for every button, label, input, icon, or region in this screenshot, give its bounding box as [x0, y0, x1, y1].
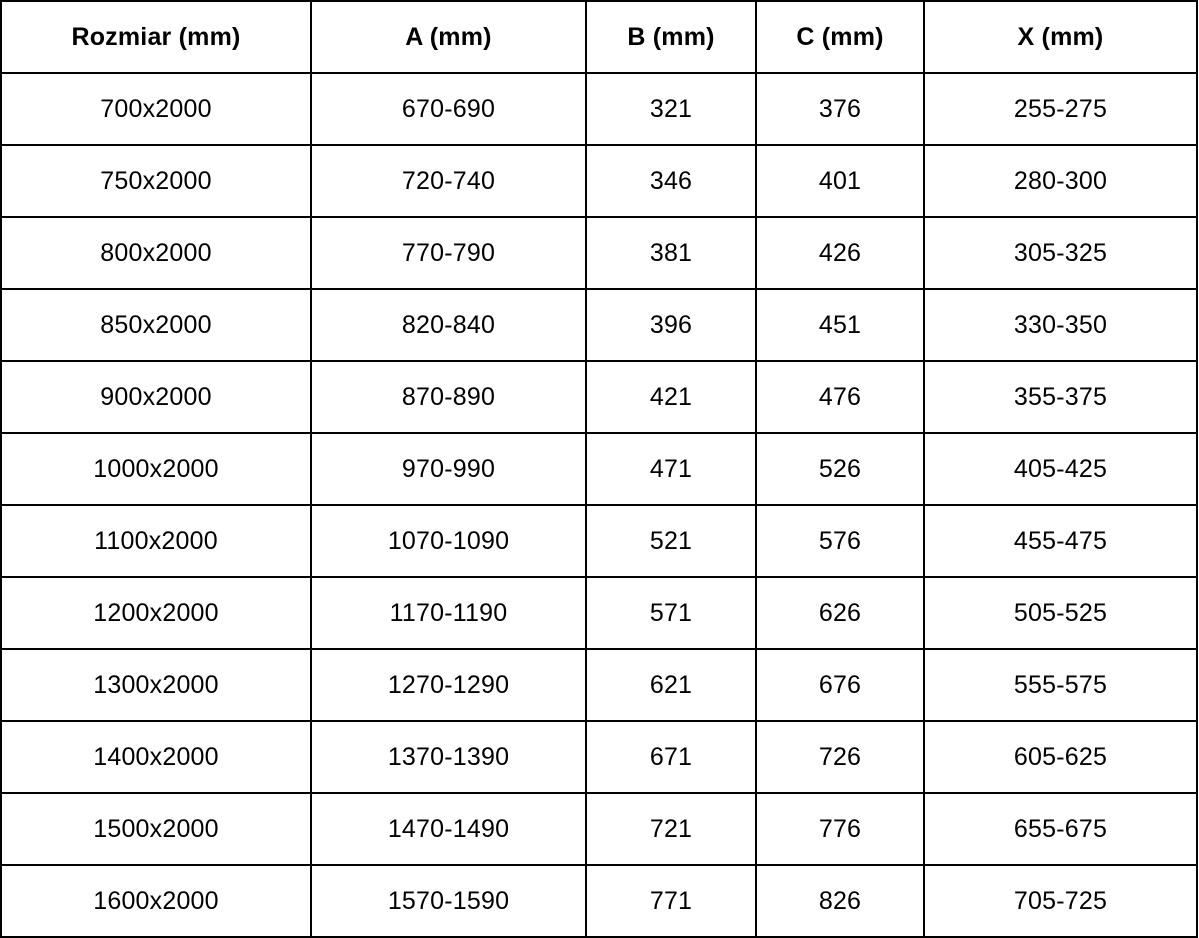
table-row: 1100x2000 1070-1090 521 576 455-475 [0, 504, 1198, 578]
table-row: 850x2000 820-840 396 451 330-350 [0, 288, 1198, 362]
cell-size: 1000x2000 [0, 432, 312, 506]
cell-x: 330-350 [923, 288, 1198, 362]
cell-size: 1600x2000 [0, 864, 312, 938]
column-header-a: A (mm) [310, 0, 587, 74]
cell-size: 1300x2000 [0, 648, 312, 722]
cell-c: 376 [755, 72, 925, 146]
cell-a: 1370-1390 [310, 720, 587, 794]
cell-b: 321 [585, 72, 757, 146]
table-body: 700x2000 670-690 321 376 255-275 750x200… [0, 72, 1198, 938]
column-header-c: C (mm) [755, 0, 925, 74]
cell-size: 850x2000 [0, 288, 312, 362]
cell-b: 721 [585, 792, 757, 866]
column-header-size: Rozmiar (mm) [0, 0, 312, 74]
cell-x: 505-525 [923, 576, 1198, 650]
column-header-b: B (mm) [585, 0, 757, 74]
table-row: 1200x2000 1170-1190 571 626 505-525 [0, 576, 1198, 650]
cell-b: 571 [585, 576, 757, 650]
cell-size: 800x2000 [0, 216, 312, 290]
cell-x: 555-575 [923, 648, 1198, 722]
cell-a: 870-890 [310, 360, 587, 434]
cell-a: 770-790 [310, 216, 587, 290]
cell-x: 405-425 [923, 432, 1198, 506]
cell-c: 726 [755, 720, 925, 794]
cell-c: 476 [755, 360, 925, 434]
cell-c: 626 [755, 576, 925, 650]
column-header-x: X (mm) [923, 0, 1198, 74]
cell-x: 705-725 [923, 864, 1198, 938]
cell-size: 1100x2000 [0, 504, 312, 578]
table-row: 1500x2000 1470-1490 721 776 655-675 [0, 792, 1198, 866]
cell-a: 720-740 [310, 144, 587, 218]
cell-size: 750x2000 [0, 144, 312, 218]
cell-size: 700x2000 [0, 72, 312, 146]
cell-b: 771 [585, 864, 757, 938]
cell-a: 1570-1590 [310, 864, 587, 938]
cell-a: 1070-1090 [310, 504, 587, 578]
table-row: 1400x2000 1370-1390 671 726 605-625 [0, 720, 1198, 794]
cell-b: 396 [585, 288, 757, 362]
cell-c: 676 [755, 648, 925, 722]
cell-b: 471 [585, 432, 757, 506]
cell-c: 776 [755, 792, 925, 866]
table-row: 1300x2000 1270-1290 621 676 555-575 [0, 648, 1198, 722]
cell-b: 671 [585, 720, 757, 794]
cell-a: 1270-1290 [310, 648, 587, 722]
table-row: 900x2000 870-890 421 476 355-375 [0, 360, 1198, 434]
table-row: 750x2000 720-740 346 401 280-300 [0, 144, 1198, 218]
cell-c: 451 [755, 288, 925, 362]
cell-c: 426 [755, 216, 925, 290]
cell-c: 401 [755, 144, 925, 218]
cell-x: 605-625 [923, 720, 1198, 794]
cell-c: 526 [755, 432, 925, 506]
cell-a: 820-840 [310, 288, 587, 362]
cell-x: 280-300 [923, 144, 1198, 218]
cell-a: 1170-1190 [310, 576, 587, 650]
table-row: 1600x2000 1570-1590 771 826 705-725 [0, 864, 1198, 938]
cell-x: 455-475 [923, 504, 1198, 578]
cell-a: 1470-1490 [310, 792, 587, 866]
cell-size: 1200x2000 [0, 576, 312, 650]
cell-size: 1500x2000 [0, 792, 312, 866]
cell-c: 826 [755, 864, 925, 938]
table-row: 700x2000 670-690 321 376 255-275 [0, 72, 1198, 146]
cell-b: 521 [585, 504, 757, 578]
cell-a: 670-690 [310, 72, 587, 146]
table-row: 800x2000 770-790 381 426 305-325 [0, 216, 1198, 290]
cell-x: 255-275 [923, 72, 1198, 146]
cell-b: 621 [585, 648, 757, 722]
cell-x: 655-675 [923, 792, 1198, 866]
cell-x: 355-375 [923, 360, 1198, 434]
cell-c: 576 [755, 504, 925, 578]
cell-b: 346 [585, 144, 757, 218]
cell-x: 305-325 [923, 216, 1198, 290]
cell-size: 900x2000 [0, 360, 312, 434]
table-header-row: Rozmiar (mm) A (mm) B (mm) C (mm) X (mm) [0, 0, 1198, 74]
table-row: 1000x2000 970-990 471 526 405-425 [0, 432, 1198, 506]
cell-b: 381 [585, 216, 757, 290]
cell-b: 421 [585, 360, 757, 434]
cell-a: 970-990 [310, 432, 587, 506]
table-header: Rozmiar (mm) A (mm) B (mm) C (mm) X (mm) [0, 0, 1198, 74]
cell-size: 1400x2000 [0, 720, 312, 794]
